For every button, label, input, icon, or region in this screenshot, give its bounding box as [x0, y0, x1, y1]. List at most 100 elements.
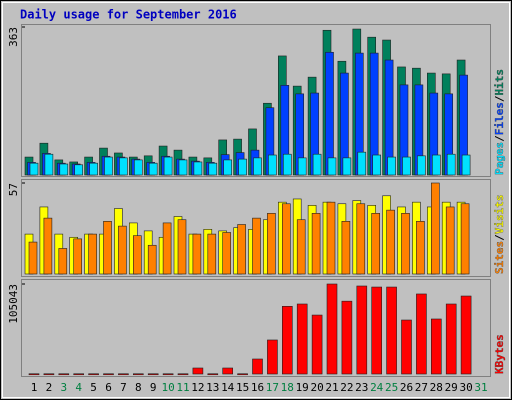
- bar: [178, 159, 188, 176]
- bar: [133, 373, 144, 376]
- x-tick-label: 19: [296, 381, 309, 394]
- bar: [402, 156, 411, 176]
- bar: [88, 233, 97, 275]
- bar: [237, 224, 246, 275]
- bar: [401, 213, 410, 275]
- bar: [357, 151, 367, 176]
- bar: [387, 156, 396, 176]
- x-tick-label: 26: [400, 381, 413, 394]
- bar: [252, 358, 263, 375]
- legend: Sites/Visits: [493, 195, 506, 275]
- bar: [326, 283, 338, 375]
- bar: [28, 241, 38, 275]
- bar: [296, 303, 308, 375]
- bar: [104, 156, 113, 176]
- bar: [268, 154, 277, 176]
- x-tick-label: 23: [355, 381, 368, 394]
- x-tick-label: 13: [206, 381, 219, 394]
- bar: [311, 314, 323, 375]
- bar: [73, 373, 84, 376]
- x-tick-label: 1: [31, 381, 38, 394]
- bar: [445, 206, 455, 275]
- bar: [461, 154, 471, 176]
- x-tick-label: 27: [415, 381, 428, 394]
- bar: [386, 209, 395, 275]
- bar: [386, 286, 397, 375]
- x-tick-label: 14: [221, 381, 235, 394]
- x-tick-label: 17: [266, 381, 279, 394]
- bar: [134, 159, 143, 176]
- y-tick-label: 57: [7, 183, 20, 196]
- bar: [222, 367, 233, 375]
- bar: [59, 163, 69, 176]
- bar: [88, 373, 99, 376]
- bar: [356, 285, 368, 375]
- x-tick-label: 29: [445, 381, 458, 394]
- bar: [74, 164, 83, 176]
- bar: [416, 293, 427, 375]
- bar: [43, 373, 55, 376]
- y-tick-label: 105043: [7, 284, 20, 324]
- bar: [460, 295, 472, 375]
- bar: [118, 373, 129, 376]
- bar: [89, 162, 98, 176]
- bar: [371, 213, 381, 275]
- x-tick-label: 12: [191, 381, 204, 394]
- bar: [356, 203, 366, 275]
- bar: [460, 203, 470, 275]
- bar: [192, 367, 204, 375]
- bar: [371, 286, 383, 375]
- x-tick-label: 21: [325, 381, 338, 394]
- bar: [281, 306, 293, 375]
- bar: [177, 219, 187, 275]
- y-tick-label: 363: [7, 27, 20, 47]
- bar: [341, 221, 351, 275]
- bar: [296, 219, 306, 275]
- legend-entry: KBytes: [493, 334, 506, 374]
- bar: [281, 203, 291, 275]
- bar: [28, 373, 40, 376]
- x-tick-label: 22: [340, 381, 353, 394]
- bar: [253, 157, 262, 176]
- legend-separator: /: [493, 135, 506, 142]
- bar: [445, 303, 457, 375]
- bar: [207, 233, 217, 275]
- bar: [267, 213, 276, 275]
- x-tick-label: 9: [150, 381, 157, 394]
- bar: [223, 159, 232, 176]
- x-tick-label: 24: [370, 381, 384, 394]
- bar: [43, 217, 53, 275]
- x-tick-label: 25: [385, 381, 398, 394]
- legend-separator: /: [493, 234, 506, 241]
- x-tick-label: 30: [459, 381, 472, 394]
- bar: [417, 155, 426, 176]
- legend: Pages/Files/Hits: [493, 69, 506, 175]
- bar: [147, 244, 157, 275]
- bar: [325, 51, 334, 176]
- bar: [119, 157, 128, 176]
- x-tick-label: 28: [430, 381, 443, 394]
- x-tick-label: 5: [90, 381, 97, 394]
- bar: [207, 373, 219, 376]
- bar: [177, 373, 189, 376]
- bar: [446, 153, 456, 176]
- bar: [148, 162, 158, 176]
- bar: [133, 235, 142, 275]
- legend-entry: Hits: [493, 69, 506, 96]
- bar: [163, 156, 173, 176]
- bar: [311, 213, 321, 275]
- x-tick-label: 2: [46, 381, 53, 394]
- bar: [237, 373, 248, 376]
- bar: [297, 157, 307, 176]
- bar: [44, 153, 54, 176]
- x-tick-label: 3: [60, 381, 67, 394]
- bar: [416, 221, 425, 275]
- bar: [103, 373, 114, 376]
- bar: [103, 221, 112, 275]
- bar: [58, 248, 68, 275]
- bar: [430, 182, 440, 275]
- x-tick-label: 15: [236, 381, 249, 394]
- bar: [431, 154, 441, 176]
- x-tick-label: 18: [281, 381, 294, 394]
